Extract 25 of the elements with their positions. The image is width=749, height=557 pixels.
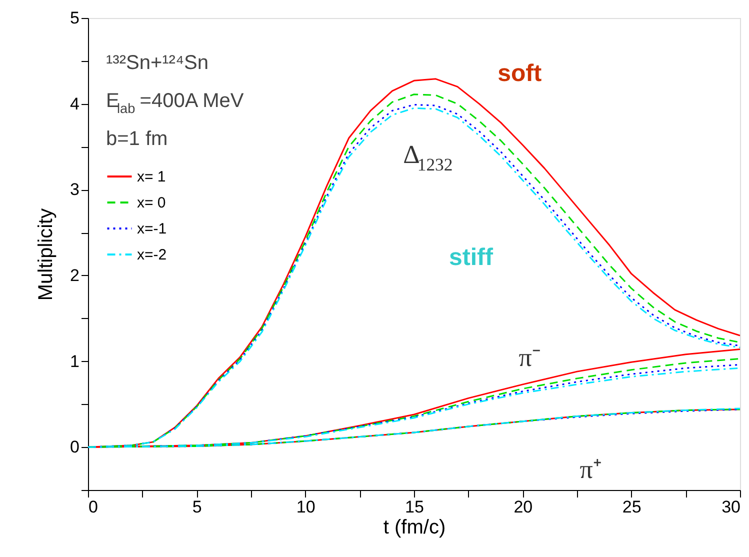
y-tick-label: 4: [70, 94, 80, 114]
y-tick-label: 5: [70, 8, 80, 28]
legend-label: x=-2: [137, 246, 167, 264]
x-tick-label: 0: [88, 498, 98, 516]
x-tick-label: 15: [405, 498, 424, 516]
annotation: ¹³²Sn+¹²⁴Sn: [106, 52, 208, 74]
annotation: π⁻: [518, 343, 541, 372]
x-tick-label: 25: [622, 498, 642, 516]
annotation: soft: [498, 60, 542, 87]
y-axis-title: Multiplicity: [35, 208, 58, 301]
x-tick-label: 20: [514, 498, 533, 516]
legend-label: x= 0: [137, 194, 166, 212]
annotation: stiff: [449, 244, 494, 271]
y-tick-label: 3: [70, 180, 80, 200]
y-tick-label: 0: [70, 438, 80, 457]
x-axis-title: t (fm/c): [383, 516, 446, 538]
annotation: b=1 fm: [106, 128, 168, 150]
x-tick-label: 5: [192, 498, 202, 516]
x-tick-label: 30: [722, 498, 740, 516]
x-tick-label: 10: [296, 498, 316, 516]
y-tick-label: 1: [70, 352, 80, 371]
y-tick-label: 2: [70, 266, 80, 285]
legend-label: x= 1: [137, 168, 166, 186]
legend-label: x=-1: [137, 220, 167, 238]
annotation: π⁺: [580, 455, 602, 484]
